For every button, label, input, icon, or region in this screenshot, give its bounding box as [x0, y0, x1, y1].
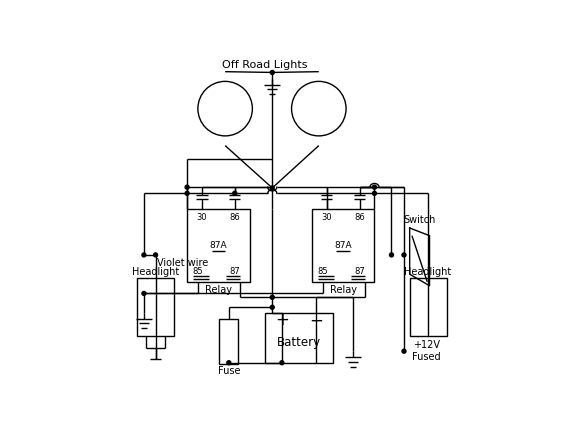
Bar	[137, 278, 174, 336]
Circle shape	[142, 291, 146, 296]
Text: 87: 87	[229, 267, 240, 276]
Text: 85: 85	[317, 267, 328, 276]
Bar	[220, 319, 238, 363]
Text: Relay: Relay	[329, 285, 356, 295]
Circle shape	[402, 253, 406, 257]
Text: −: −	[309, 311, 323, 329]
Text: 85: 85	[192, 267, 202, 276]
Text: +: +	[275, 311, 289, 329]
Circle shape	[227, 361, 231, 365]
Circle shape	[185, 185, 189, 189]
Text: Headlight: Headlight	[404, 267, 452, 277]
Text: 30: 30	[197, 213, 207, 223]
Circle shape	[270, 186, 274, 190]
Text: +12V
Fused: +12V Fused	[412, 340, 441, 362]
Text: 30: 30	[321, 213, 332, 223]
Text: Battery: Battery	[277, 336, 321, 349]
Circle shape	[185, 191, 189, 195]
Circle shape	[142, 253, 146, 257]
Circle shape	[270, 305, 274, 309]
Text: 86: 86	[229, 213, 240, 223]
Text: Fuse: Fuse	[217, 366, 240, 376]
Text: 86: 86	[354, 213, 365, 223]
Circle shape	[280, 361, 284, 365]
Circle shape	[402, 349, 406, 353]
Text: 87A: 87A	[209, 241, 227, 250]
Text: Headlight: Headlight	[132, 267, 179, 277]
Text: Violet wire: Violet wire	[157, 258, 208, 268]
Circle shape	[270, 295, 274, 299]
Bar	[265, 312, 333, 363]
Circle shape	[373, 185, 377, 189]
Text: 87: 87	[354, 267, 365, 276]
Bar	[409, 278, 447, 336]
Text: Off Road Lights: Off Road Lights	[222, 60, 308, 70]
Circle shape	[389, 253, 393, 257]
Circle shape	[154, 253, 158, 257]
Circle shape	[373, 191, 377, 195]
Text: Switch: Switch	[403, 215, 435, 225]
Circle shape	[270, 70, 274, 75]
Text: Relay: Relay	[205, 285, 232, 295]
Circle shape	[233, 191, 237, 195]
Bar	[312, 209, 374, 282]
Bar	[187, 209, 250, 282]
Text: 87A: 87A	[335, 241, 352, 250]
